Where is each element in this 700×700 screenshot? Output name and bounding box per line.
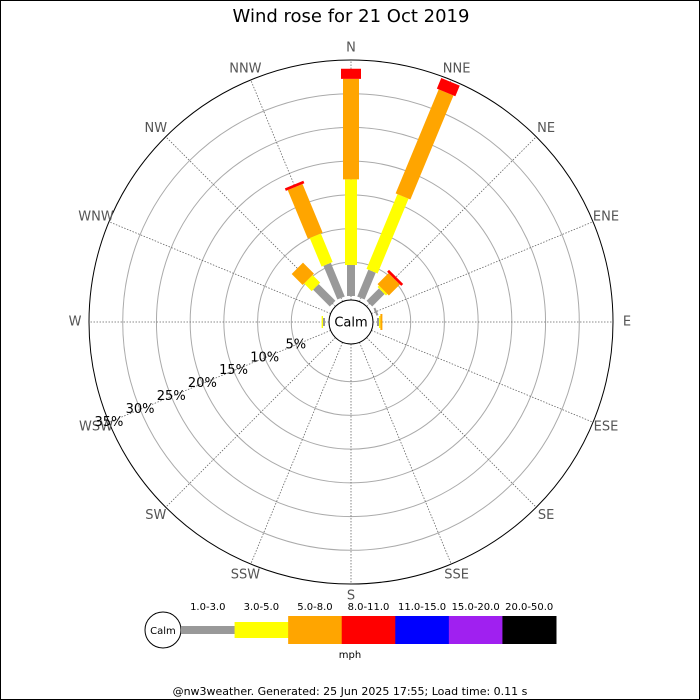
legend-label: 20.0-50.0 <box>505 602 553 613</box>
bar-segment <box>343 78 359 180</box>
direction-label: ENE <box>593 210 619 225</box>
direction-label: SW <box>145 508 166 523</box>
bar-segment <box>377 285 388 296</box>
unit-label: mph <box>339 650 361 661</box>
bar-segment <box>377 273 400 296</box>
spoke <box>250 342 343 565</box>
direction-label: WNW <box>78 210 114 225</box>
footer: @nw3weather. Generated: 25 Jun 2025 17:5… <box>173 685 528 698</box>
legend-swatch <box>448 616 503 644</box>
direction-label: SE <box>538 508 554 523</box>
bar-segment <box>291 262 314 285</box>
ring-label: 35% <box>94 415 123 430</box>
bar-segment <box>321 316 323 328</box>
direction-label: N <box>346 41 356 56</box>
calm-circle <box>328 299 374 345</box>
direction-label: NW <box>145 121 168 136</box>
legend-calm-label: Calm <box>150 626 176 637</box>
direction-label: NE <box>537 121 555 136</box>
legend-swatch <box>234 622 289 638</box>
ring-label: 15% <box>219 363 248 378</box>
grid-ring <box>88 59 614 585</box>
bar-segment <box>345 179 357 265</box>
legend-label: 3.0-5.0 <box>244 602 279 613</box>
ring-label: 30% <box>126 402 155 417</box>
legend-swatch <box>288 616 343 644</box>
direction-label: WSW <box>79 419 113 434</box>
legend-label: 1.0-3.0 <box>190 602 225 613</box>
direction-label: NNE <box>443 61 471 76</box>
bar-segment <box>304 275 321 292</box>
spoke <box>371 221 594 314</box>
bar-segment <box>395 89 454 200</box>
calm-label: Calm <box>334 316 367 331</box>
bar-segment <box>373 307 379 316</box>
legend-swatch <box>395 616 450 644</box>
spoke <box>165 337 336 508</box>
bar-segment <box>379 316 381 328</box>
bar-segment <box>377 318 380 326</box>
spoke <box>108 221 331 314</box>
legend-label: 15.0-20.0 <box>452 602 500 613</box>
bar-segment <box>387 269 404 286</box>
bar-segment <box>284 180 305 191</box>
legend-label: 8.0-11.0 <box>348 602 390 613</box>
direction-label: SSW <box>231 568 261 583</box>
bar-segment <box>357 269 376 300</box>
direction-label: E <box>623 315 631 330</box>
bar-segment <box>323 262 345 300</box>
direction-label: W <box>69 315 82 330</box>
direction-label: SSE <box>444 568 469 583</box>
ring-label: 25% <box>157 389 186 404</box>
legend-label: 5.0-8.0 <box>297 602 332 613</box>
bar-segment <box>287 184 323 239</box>
ring-label: 5% <box>286 337 307 352</box>
bar-segment <box>347 264 355 296</box>
bar-segment <box>366 194 409 274</box>
direction-label: S <box>347 589 355 604</box>
spoke <box>359 342 452 565</box>
legend-swatch <box>502 616 557 644</box>
bar-segment <box>436 77 460 97</box>
ring-label: 20% <box>188 376 217 391</box>
bar-segment <box>309 233 333 267</box>
direction-label: ESE <box>594 419 619 434</box>
bar-segment <box>366 288 385 307</box>
chart-title: Wind rose for 21 Oct 2019 <box>233 6 470 27</box>
spoke <box>366 337 537 508</box>
bar-segment <box>380 314 383 330</box>
ring-label: 10% <box>250 350 279 365</box>
legend-label: 11.0-15.0 <box>398 602 446 613</box>
legend-swatch <box>341 616 396 644</box>
spoke <box>108 330 331 423</box>
spoke <box>371 330 594 423</box>
bar-segment <box>341 68 361 79</box>
direction-label: NNW <box>229 61 261 76</box>
bar-segment <box>322 318 325 326</box>
bar-segment <box>313 284 336 307</box>
legend-swatch <box>181 626 236 634</box>
